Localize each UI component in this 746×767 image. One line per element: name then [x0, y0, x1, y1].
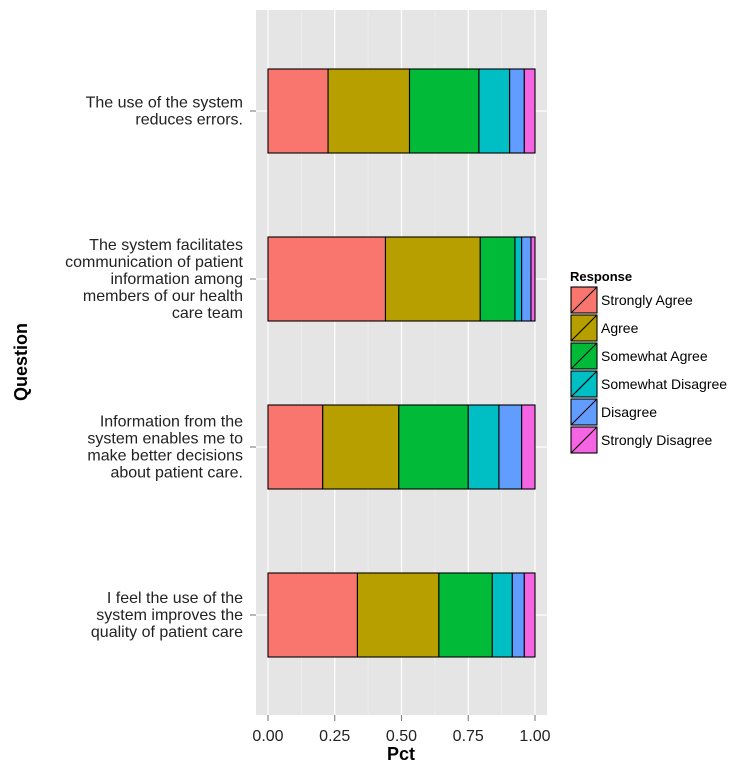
- x-tick-label: 0.50: [386, 728, 417, 745]
- legend-label: Somewhat Agree: [601, 348, 708, 364]
- y-tick-label: The use of the system reduces errors.: [86, 95, 243, 129]
- legend-key-slash: [570, 314, 598, 342]
- bar-segment: [438, 572, 493, 658]
- x-tick-label: 1.00: [519, 728, 550, 745]
- y-tick-label: The system facilitates communication of p…: [65, 237, 243, 322]
- x-tick-label: 0.25: [319, 728, 350, 745]
- x-tick-label: 0.00: [252, 728, 283, 745]
- bar-segment: [327, 68, 411, 154]
- legend-item: Disagree: [570, 398, 657, 426]
- legend-item: Strongly Disagree: [570, 426, 712, 454]
- legend-key-slash: [570, 286, 598, 314]
- legend-item: Agree: [570, 314, 639, 342]
- bar-segment: [267, 236, 387, 322]
- y-axis-title: Question: [11, 323, 31, 401]
- bar-group: [267, 572, 536, 658]
- y-axis-ticks: [250, 110, 256, 616]
- bar-segment: [398, 404, 469, 490]
- legend-title: Response: [570, 269, 632, 284]
- legend: Response Strongly Agree Agree Somewhat Agr…: [570, 269, 727, 454]
- y-tick-label: Information from the system enables me to…: [87, 414, 243, 482]
- bar-group: [267, 236, 536, 322]
- bar-segment: [267, 572, 358, 658]
- bar-group: [267, 404, 536, 490]
- bar-segment: [509, 68, 525, 154]
- bar-segment: [511, 572, 525, 658]
- x-axis-labels: 0.00 0.25 0.50 0.75 1.00: [252, 728, 550, 745]
- legend-item: Strongly Agree: [570, 286, 693, 314]
- x-axis-ticks: [267, 715, 536, 721]
- x-axis-title: Pct: [387, 744, 415, 764]
- x-tick-label: 0.75: [453, 728, 484, 745]
- bar-segment: [356, 572, 440, 658]
- bar-segment: [530, 236, 536, 322]
- bar-segment: [523, 68, 536, 154]
- bars: [267, 68, 536, 658]
- bar-segment: [467, 404, 500, 490]
- legend-key-slash: [570, 398, 598, 426]
- bar-segment: [267, 68, 329, 154]
- legend-key-slash: [570, 426, 598, 454]
- bar-segment: [491, 572, 513, 658]
- bar-segment: [408, 68, 480, 154]
- y-tick-label: I feel the use of the system improves the…: [91, 590, 243, 641]
- bar-segment: [521, 404, 536, 490]
- legend-label: Agree: [601, 320, 639, 336]
- bar-group: [267, 68, 536, 154]
- bar-segment: [521, 236, 532, 322]
- bar-segment: [498, 404, 523, 490]
- y-axis-labels: The use of the system reduces errors. The …: [65, 95, 243, 642]
- legend-label: Somewhat Disagree: [601, 376, 727, 392]
- bar-segment: [479, 236, 516, 322]
- bar-segment: [514, 236, 523, 322]
- legend-key-slash: [570, 342, 598, 370]
- bar-segment: [478, 68, 511, 154]
- legend-key-slash: [570, 370, 598, 398]
- legend-label: Strongly Agree: [601, 292, 693, 308]
- legend-label: Disagree: [601, 404, 657, 420]
- bar-segment: [322, 404, 400, 490]
- legend-item: Somewhat Agree: [570, 342, 708, 370]
- legend-item: Somewhat Disagree: [570, 370, 727, 398]
- bar-segment: [523, 572, 536, 658]
- legend-label: Strongly Disagree: [601, 432, 712, 448]
- bar-segment: [384, 236, 481, 322]
- bar-segment: [267, 404, 324, 490]
